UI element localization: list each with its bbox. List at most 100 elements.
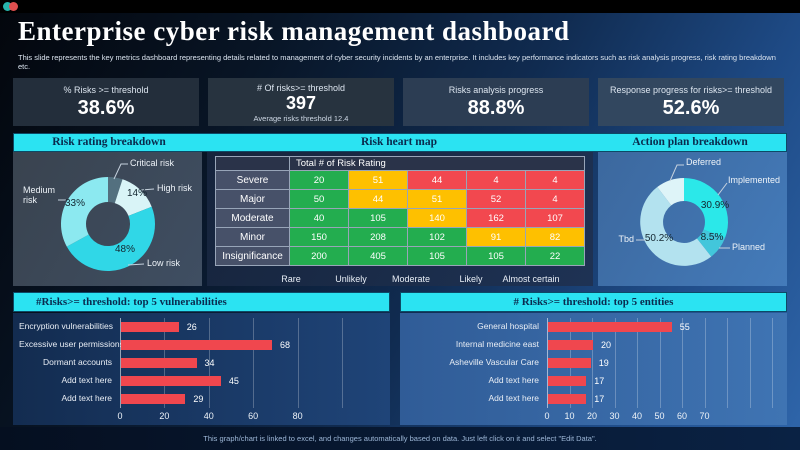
heat-map-cell[interactable]: 22 xyxy=(525,246,585,266)
heat-map-cell[interactable]: 105 xyxy=(348,208,408,228)
donut-slice-medium-risk[interactable] xyxy=(60,177,108,247)
leader-line xyxy=(669,164,684,182)
x-axis-tick-label: 60 xyxy=(676,411,688,421)
heat-map-cell[interactable]: 140 xyxy=(407,208,467,228)
heat-map-cell[interactable]: 4 xyxy=(466,170,526,190)
heat-map-row: Severe 20 51 44 4 4 xyxy=(215,170,585,190)
heat-map-cell[interactable]: 51 xyxy=(407,189,467,209)
gridline xyxy=(637,318,638,408)
record-dot-red-icon xyxy=(9,2,18,11)
heat-map-row: Major 50 44 51 52 4 xyxy=(215,189,585,209)
heat-map-cell[interactable]: 102 xyxy=(407,227,467,247)
heat-map-cell[interactable]: 4 xyxy=(525,189,585,209)
x-axis-tick-label: 70 xyxy=(699,411,710,421)
heat-map-row: Minor 150 208 102 91 82 xyxy=(215,227,585,247)
heat-map-cell[interactable]: 4 xyxy=(525,170,585,190)
title-bar xyxy=(0,0,800,13)
footer-note-bar: This graph/chart is linked to excel, and… xyxy=(0,427,800,450)
kpi-card-response-progress: Response progress for risks>= threshold … xyxy=(598,78,784,126)
heat-map-cell[interactable]: 44 xyxy=(348,189,408,209)
x-axis-tick-label: 40 xyxy=(631,411,643,421)
donut-slice-deferred[interactable] xyxy=(657,178,684,206)
slice-pct-high-risk: 14% xyxy=(126,188,147,199)
bar-value-label: 29 xyxy=(193,394,204,404)
leader-line xyxy=(113,163,128,180)
heat-map-cell[interactable]: 91 xyxy=(466,227,526,247)
bar[interactable] xyxy=(121,358,197,368)
donut-slice-high-risk[interactable] xyxy=(114,179,152,216)
x-axis-tick-label: 30 xyxy=(609,411,620,421)
heat-map-cell[interactable]: 82 xyxy=(525,227,585,247)
slice-pct-low-risk: 48% xyxy=(114,244,135,255)
heat-map-cell[interactable]: 405 xyxy=(348,246,408,266)
bar[interactable] xyxy=(548,394,587,404)
gridline xyxy=(592,318,593,408)
bar-category-label: Add text here xyxy=(61,393,112,403)
kpi-subtext: Average risks threshold 12.4 xyxy=(253,114,349,123)
slice-label-deferred: Deferred xyxy=(686,157,722,167)
heat-map-row-label: Moderate xyxy=(215,208,290,228)
gridline xyxy=(704,318,706,408)
heat-map-x-label: Almost certain xyxy=(502,274,560,284)
heat-map-row-label: Major xyxy=(215,189,290,209)
top-vulnerabilities-panel: Encryption vulnerabilities 26 Excessive us… xyxy=(13,313,390,425)
heat-map-cell[interactable]: 162 xyxy=(466,208,526,228)
heat-map-cell[interactable]: 51 xyxy=(348,170,408,190)
heat-map-cell[interactable]: 20 xyxy=(289,170,349,190)
bar[interactable] xyxy=(121,340,272,350)
page-subtitle: This slide represents the key metrics da… xyxy=(18,53,776,71)
x-axis-tick-label: 20 xyxy=(159,411,170,421)
risk-heat-map-table[interactable]: Total # of Risk Rating Severe 20 51 44 4 4 Maj… xyxy=(215,156,585,266)
slice-label-tbd: Tbd xyxy=(618,234,634,244)
slice-pct-implemented: 30.9% xyxy=(700,200,730,211)
leader-line xyxy=(140,188,155,191)
kpi-card-analysis-progress: Risks analysis progress 88.8% xyxy=(403,78,589,126)
bar-category-label: Excessive user permissions xyxy=(19,339,124,349)
top-entities-bar-chart[interactable]: General hospital 55 Internal medicine east… xyxy=(402,318,785,425)
bar[interactable] xyxy=(548,322,672,332)
donut-slice-implemented[interactable] xyxy=(684,178,728,238)
heat-map-row-label: Severe xyxy=(215,170,290,190)
heat-map-cell[interactable]: 44 xyxy=(407,170,467,190)
bar[interactable] xyxy=(548,358,591,368)
donut-slice-low-risk[interactable] xyxy=(66,206,156,272)
bar[interactable] xyxy=(548,340,593,350)
bar[interactable] xyxy=(548,376,587,386)
heat-map-cell[interactable]: 40 xyxy=(289,208,349,228)
bar[interactable] xyxy=(121,376,221,386)
heat-map-cell[interactable]: 208 xyxy=(348,227,408,247)
heat-map-row: Moderate 40 105 140 162 107 xyxy=(215,208,585,228)
action-plan-panel: Implemented Planned Tbd Deferred 30.9% 8… xyxy=(598,152,787,286)
heat-map-cell[interactable]: 105 xyxy=(466,246,526,266)
kpi-value: 88.8% xyxy=(467,97,525,119)
top-vulnerabilities-bar-chart[interactable]: Encryption vulnerabilities 26 Excessive us… xyxy=(19,318,384,425)
gridline xyxy=(253,318,255,408)
heat-map-cell[interactable]: 50 xyxy=(289,189,349,209)
x-axis-tick-label: 80 xyxy=(292,411,303,421)
x-axis-tick-label: 0 xyxy=(544,411,550,421)
section-title-heat-map: Risk heart map xyxy=(360,136,438,148)
gridline xyxy=(297,318,299,408)
kpi-label: % Risks >= threshold xyxy=(63,85,149,95)
slice-label-low-risk: Low risk xyxy=(147,258,181,268)
x-axis-tick-label: 50 xyxy=(654,411,665,421)
heat-map-x-label: Moderate xyxy=(391,274,431,284)
heat-map-cell[interactable]: 105 xyxy=(407,246,467,266)
kpi-card-num-risks: # Of risks>= threshold 397 Average risks… xyxy=(208,78,394,126)
bar[interactable] xyxy=(121,394,186,404)
donut-slice-planned[interactable] xyxy=(696,229,726,257)
bar-category-label: Add text here xyxy=(488,393,539,403)
heat-map-cell[interactable]: 52 xyxy=(466,189,526,209)
heat-map-cell[interactable]: 107 xyxy=(525,208,585,228)
heat-map-cell[interactable]: 200 xyxy=(289,246,349,266)
bar[interactable] xyxy=(121,322,179,332)
action-plan-donut-chart[interactable] xyxy=(598,152,787,286)
risk-rating-donut-chart[interactable] xyxy=(13,152,202,286)
bar-value-label: 45 xyxy=(228,376,239,386)
section-header-band: Risk rating breakdown Risk heart map Act… xyxy=(13,133,787,152)
heat-map-cell[interactable]: 150 xyxy=(289,227,349,247)
bar-category-label: Dormant accounts xyxy=(43,357,112,367)
donut-slice-critical-risk[interactable] xyxy=(108,177,123,204)
slice-label-medium-risk: Medium risk xyxy=(23,185,56,205)
donut-slice-tbd[interactable] xyxy=(640,187,712,266)
